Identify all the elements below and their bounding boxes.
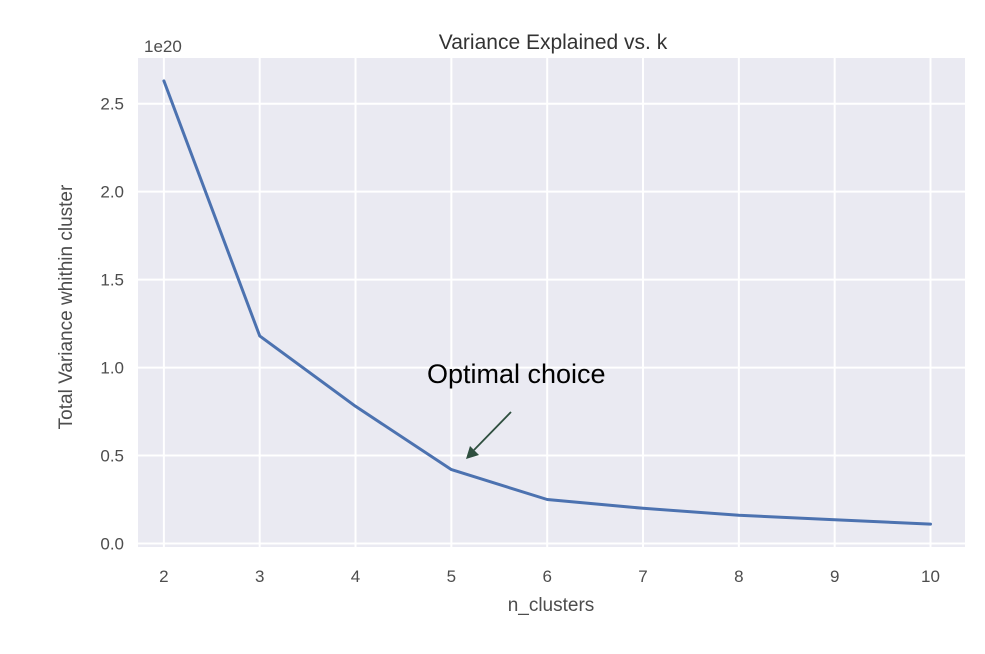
y-tick-label: 1.5 [100,271,124,290]
y-tick-label: 1.0 [100,359,124,378]
x-tick-label: 2 [159,567,168,586]
chart-title: Variance Explained vs. k [439,31,668,54]
x-tick-label: 10 [921,567,940,586]
annotation-label: Optimal choice [427,359,606,389]
x-tick-label: 6 [542,567,551,586]
x-tick-label: 4 [351,567,360,586]
x-tick-label: 9 [830,567,839,586]
x-tick-label: 3 [255,567,264,586]
x-axis-title: n_clusters [508,595,595,616]
y-gridlines [138,102,965,545]
x-tick-label: 7 [638,567,647,586]
x-tick-label: 5 [447,567,456,586]
y-tick-label: 0.0 [100,534,124,553]
y-tick-label: 2.5 [100,95,124,114]
y-axis-title: Total Variance whithin cluster [56,184,77,429]
y-offset-label: 1e20 [144,37,182,56]
annotation-arrow [466,411,512,459]
x-tick-labels: 2 3 4 5 6 7 8 9 10 [159,567,940,586]
y-tick-label: 0.5 [100,447,124,466]
y-tick-labels: 0.0 0.5 1.0 1.5 2.0 2.5 [100,95,124,554]
series-line [162,79,932,526]
x-gridlines [162,58,932,547]
plot-area [138,58,965,547]
y-tick-label: 2.0 [100,183,124,202]
x-tick-label: 8 [734,567,743,586]
